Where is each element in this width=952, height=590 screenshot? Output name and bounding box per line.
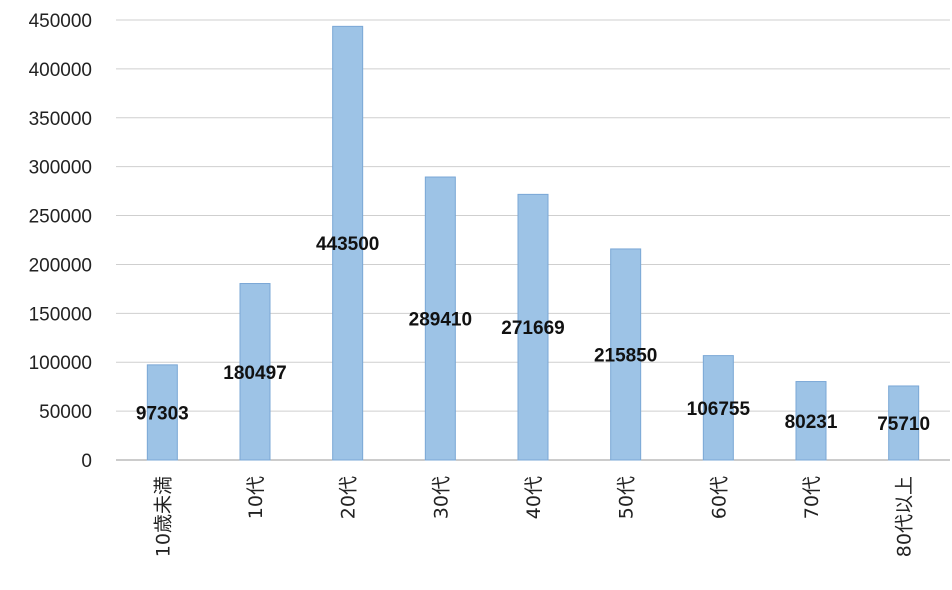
data-label: 271669 — [501, 318, 564, 339]
y-axis-ticks: 0 50000 100000 150000 200000 250000 300000 3500… — [29, 11, 92, 472]
y-tick-label: 450000 — [29, 11, 92, 32]
bar-4 — [424, 176, 456, 461]
bar-7 — [702, 355, 734, 461]
data-label: 289410 — [409, 310, 472, 331]
y-tick-label: 150000 — [29, 304, 92, 325]
category-label: 20代 — [338, 476, 360, 519]
y-tick-label: 0 — [81, 451, 92, 472]
y-tick-label: 200000 — [29, 255, 92, 276]
category-label: 30代 — [430, 476, 452, 519]
x-axis-categories: 10歳未満 10代 20代 30代 40代 50代 60代 70代 80代以上 — [152, 476, 915, 557]
category-label: 10代 — [245, 476, 267, 519]
y-tick-label: 250000 — [29, 207, 92, 228]
data-label: 215850 — [594, 345, 657, 366]
y-tick-label: 100000 — [29, 353, 92, 374]
bar-2 — [239, 283, 271, 461]
bar-3 — [332, 25, 364, 461]
data-label: 97303 — [136, 403, 189, 424]
data-label: 443500 — [316, 234, 379, 255]
y-tick-label: 300000 — [29, 158, 92, 179]
data-label: 180497 — [223, 363, 286, 384]
data-label: 80231 — [785, 412, 838, 433]
category-label: 60代 — [708, 476, 730, 519]
category-label: 40代 — [523, 476, 545, 519]
category-label: 50代 — [616, 476, 638, 519]
data-label: 75710 — [877, 414, 930, 435]
category-label: 10歳未満 — [152, 476, 174, 557]
data-label: 106755 — [687, 399, 751, 420]
category-label: 80代以上 — [894, 476, 916, 557]
bar-6 — [610, 248, 642, 461]
y-tick-label: 400000 — [29, 60, 92, 81]
bar-9 — [888, 385, 920, 461]
y-tick-label: 50000 — [39, 402, 92, 423]
bar-5 — [517, 193, 549, 461]
bars — [146, 25, 920, 461]
bar-8 — [795, 381, 827, 461]
bar-1 — [146, 364, 178, 461]
category-label: 70代 — [801, 476, 823, 519]
y-tick-label: 350000 — [29, 109, 92, 130]
data-labels: 97303 180497 443500 289410 271669 215850 10675… — [136, 234, 930, 435]
